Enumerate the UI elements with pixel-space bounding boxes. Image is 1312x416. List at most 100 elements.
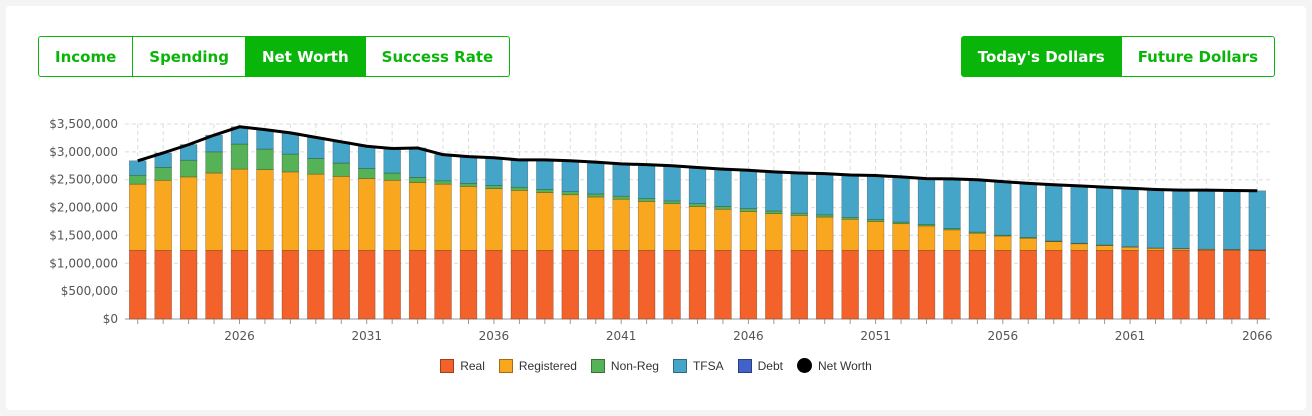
bar-registered <box>790 215 808 251</box>
todays-dollars-button[interactable]: Today's Dollars <box>960 36 1122 77</box>
legend-label-net-worth: Net Worth <box>817 358 872 373</box>
bar-tfsa <box>866 175 885 220</box>
bar-registered <box>1121 246 1139 251</box>
legend-label-tfsa: TFSA <box>692 358 724 373</box>
bar-registered <box>281 171 300 251</box>
bar-non-reg <box>154 167 172 181</box>
bar-non-reg <box>612 195 630 200</box>
bar-real <box>1172 250 1190 320</box>
bar-registered <box>536 192 554 251</box>
y-tick-label: $2,000,000 <box>49 201 118 215</box>
bar-real <box>281 250 300 320</box>
bar-registered <box>612 198 630 251</box>
future-dollars-button[interactable]: Future Dollars <box>1120 36 1275 77</box>
bar-registered <box>485 188 503 251</box>
bar-registered <box>994 235 1012 251</box>
bar-real <box>383 250 401 320</box>
bar-non-reg <box>281 153 300 173</box>
x-tick-label: 2066 <box>1242 329 1273 343</box>
legend-item-registered[interactable]: Registered <box>498 358 577 373</box>
bar-tfsa <box>612 163 630 197</box>
legend-label-non-reg: Non-Reg <box>610 358 659 373</box>
bar-tfsa <box>459 156 478 184</box>
legend-swatch-tfsa <box>672 358 687 373</box>
bar-registered <box>129 183 147 251</box>
bar-real <box>1248 250 1266 320</box>
bar-registered <box>714 208 732 251</box>
bar-tfsa <box>536 159 554 190</box>
bar-tfsa <box>561 160 579 192</box>
bar-real <box>892 250 910 320</box>
bar-real <box>765 250 783 320</box>
bar-non-reg <box>485 185 503 189</box>
bar-tfsa <box>1019 183 1037 238</box>
net-worth-chart: $0 $500,000 $1,000,000 $1,500,000 $2,000,000… <box>49 117 1273 343</box>
bar-registered <box>383 179 401 251</box>
bar-registered <box>332 176 350 251</box>
legend-label-real: Real <box>460 358 485 373</box>
legend-item-real[interactable]: Real <box>440 358 485 373</box>
bar-non-reg <box>459 183 478 187</box>
bar-non-reg <box>765 210 783 215</box>
bar-registered <box>1248 249 1266 251</box>
bar-real <box>663 250 681 320</box>
bar-non-reg <box>637 198 656 202</box>
bar-registered <box>968 232 987 251</box>
bar-real <box>637 250 656 320</box>
legend-item-debt[interactable]: Debt <box>737 358 783 373</box>
legend-item-tfsa[interactable]: TFSA <box>672 358 724 373</box>
legend-item-non-reg[interactable]: Non-Reg <box>590 358 659 373</box>
bar-registered <box>179 176 198 251</box>
bar-non-reg <box>129 174 147 185</box>
tab-income[interactable]: Income <box>38 36 134 77</box>
bar-non-reg <box>536 189 554 193</box>
bar-tfsa <box>943 178 961 229</box>
bar-tfsa <box>790 172 808 214</box>
tab-net-worth[interactable]: Net Worth <box>244 36 366 77</box>
bar-registered <box>1019 237 1037 251</box>
bar-registered <box>434 183 452 251</box>
bar-non-reg <box>739 208 758 212</box>
legend-swatch-debt <box>737 358 752 373</box>
bar-real <box>1146 250 1165 320</box>
bar-real <box>968 250 987 320</box>
tab-spending[interactable]: Spending <box>132 36 246 77</box>
bar-registered <box>154 179 172 251</box>
view-tabs: Income Spending Net Worth Success Rate <box>38 36 511 77</box>
bar-tfsa <box>1172 189 1190 249</box>
y-tick-label: $3,000,000 <box>49 145 118 159</box>
bar-real <box>485 250 503 320</box>
bar-registered <box>408 182 427 251</box>
bar-registered <box>230 168 249 251</box>
bar-tfsa <box>663 165 681 202</box>
bar-real <box>790 250 808 320</box>
legend-item-net-worth[interactable]: Net Worth <box>796 358 872 373</box>
legend-swatch-real <box>440 358 455 373</box>
bar-non-reg <box>230 143 249 170</box>
bar-tfsa <box>1045 184 1063 242</box>
x-tick-label: 2051 <box>860 329 891 343</box>
bar-real <box>434 250 452 320</box>
bar-real <box>307 250 325 320</box>
bar-tfsa <box>1146 189 1165 249</box>
bar-real <box>459 250 478 320</box>
x-tick-label: 2061 <box>1115 329 1146 343</box>
bar-non-reg <box>307 158 325 175</box>
bar-non-reg <box>332 162 350 177</box>
bar-non-reg <box>1070 242 1088 245</box>
bar-registered <box>943 229 961 251</box>
legend-swatch-non-reg <box>590 358 605 373</box>
bar-real <box>332 250 350 320</box>
bar-real <box>1197 250 1216 320</box>
bar-tfsa <box>1121 187 1139 248</box>
bar-tfsa <box>587 161 605 195</box>
bar-registered <box>561 194 579 251</box>
bar-real <box>917 250 936 320</box>
bar-registered <box>1095 245 1114 251</box>
bar-registered <box>459 186 478 251</box>
bar-registered <box>510 190 529 251</box>
bar-non-reg <box>587 193 605 198</box>
tab-success-rate[interactable]: Success Rate <box>364 36 511 77</box>
bar-tfsa <box>637 164 656 199</box>
x-tick-label: 2026 <box>224 329 255 343</box>
